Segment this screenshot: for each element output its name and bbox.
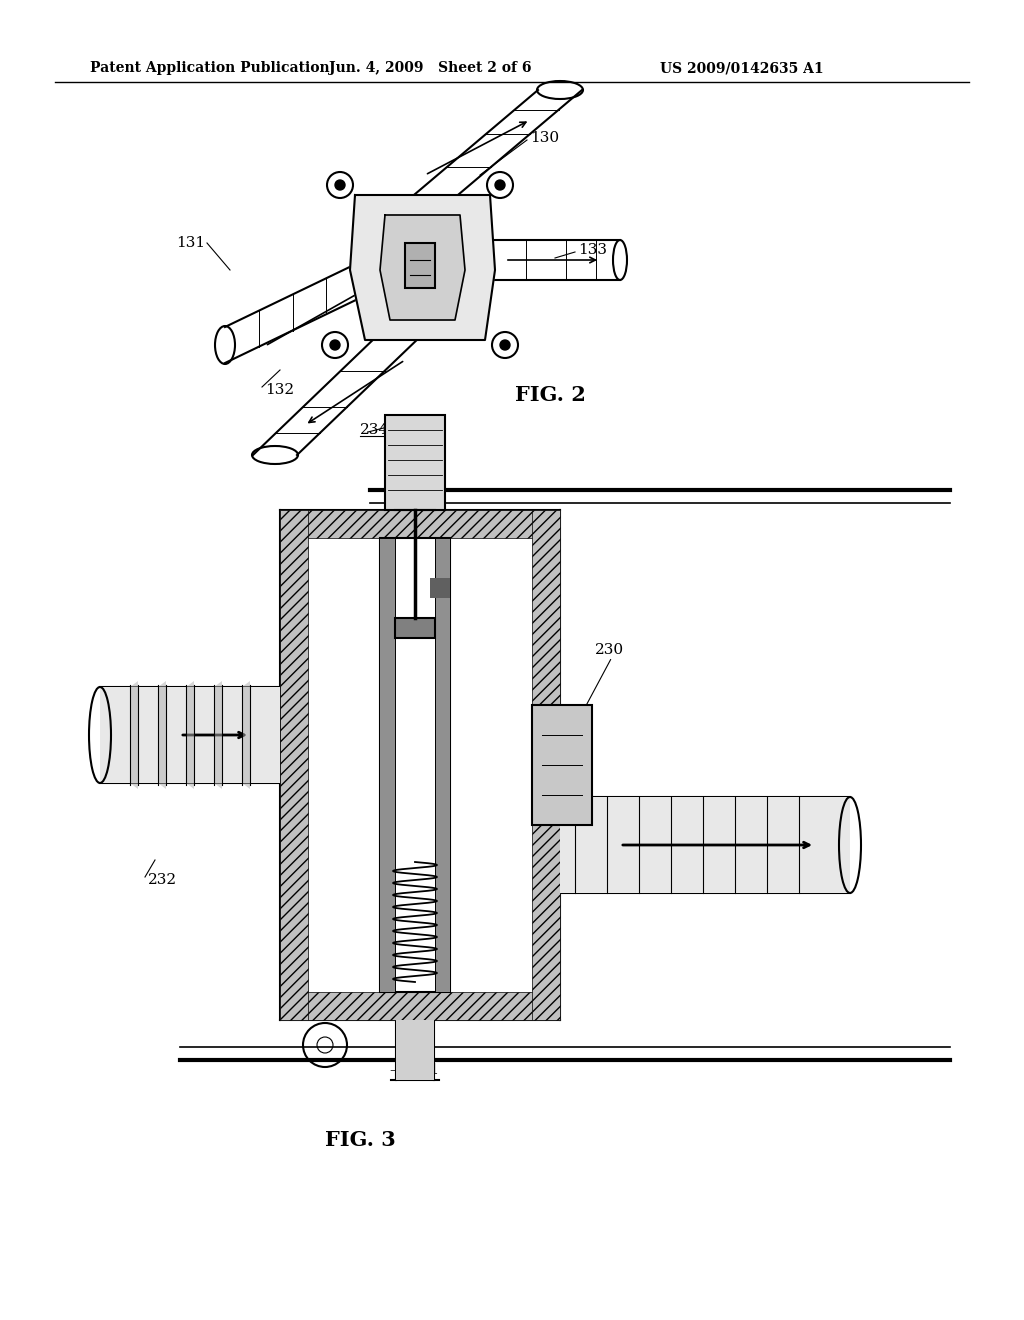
Bar (380, 539, 450, 993)
Text: Jun. 4, 2009   Sheet 2 of 6: Jun. 4, 2009 Sheet 2 of 6 (329, 61, 531, 75)
Bar (280, 510, 308, 1020)
Polygon shape (186, 681, 194, 789)
Text: FIG. 3: FIG. 3 (325, 1130, 395, 1150)
Text: US 2009/0142635 A1: US 2009/0142635 A1 (660, 61, 823, 75)
Bar (406, 243, 435, 288)
Text: FIG. 2: FIG. 2 (515, 385, 586, 405)
Polygon shape (430, 578, 450, 598)
Circle shape (330, 341, 340, 350)
Polygon shape (242, 681, 250, 789)
Text: 232: 232 (148, 873, 177, 887)
Polygon shape (158, 681, 166, 789)
Text: 233: 233 (535, 777, 564, 792)
Circle shape (495, 180, 505, 190)
Polygon shape (380, 215, 465, 319)
Circle shape (500, 341, 510, 350)
Text: 131: 131 (176, 236, 205, 249)
Polygon shape (130, 681, 138, 789)
Text: Patent Application Publication: Patent Application Publication (90, 61, 330, 75)
Text: 234: 234 (360, 422, 389, 437)
Text: 133: 133 (578, 243, 607, 257)
Text: 230: 230 (595, 643, 624, 657)
Polygon shape (560, 797, 850, 894)
Polygon shape (380, 539, 395, 993)
Text: 132: 132 (265, 383, 294, 397)
Circle shape (335, 180, 345, 190)
Polygon shape (435, 539, 450, 993)
Text: — 231: — 231 (390, 1063, 439, 1077)
Bar (280, 510, 560, 539)
Text: 134: 134 (358, 242, 387, 255)
Polygon shape (100, 686, 280, 783)
Text: 130: 130 (530, 131, 559, 145)
Bar (280, 993, 560, 1020)
Polygon shape (214, 681, 222, 789)
Polygon shape (350, 195, 495, 341)
Bar (395, 618, 435, 638)
Bar (532, 705, 592, 825)
Bar (385, 414, 445, 510)
Bar (532, 510, 560, 1020)
Polygon shape (396, 1020, 434, 1080)
